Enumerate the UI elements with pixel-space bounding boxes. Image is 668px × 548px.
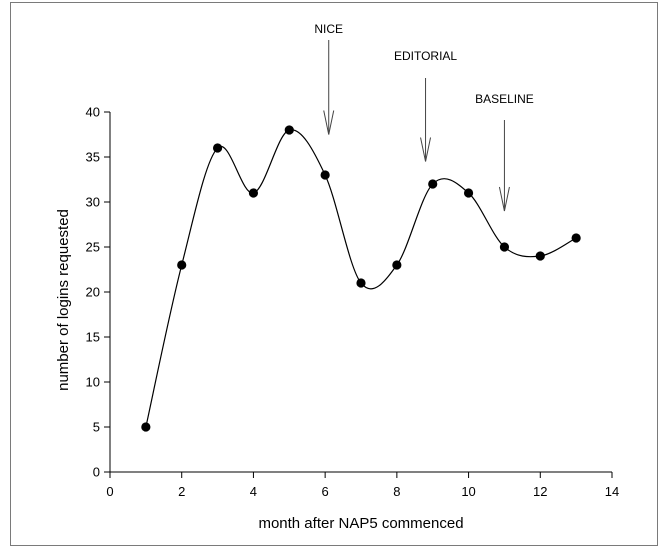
x-tick-label: 8 [393,484,400,499]
arrow-head [420,137,432,162]
x-tick-label: 14 [605,484,619,499]
annotation-label: NICE [314,22,343,36]
y-tick-label: 0 [93,465,100,480]
data-point [571,233,581,243]
x-tick-label: 12 [533,484,547,499]
chart-frame [10,2,658,546]
y-tick-label: 15 [86,330,100,345]
annotation-label: BASELINE [475,92,534,106]
data-point [212,143,223,153]
series-line [145,129,577,428]
x-tick-label: 10 [461,484,475,499]
x-ticks: 0 2 4 6 8 10 12 14 [106,472,619,499]
annotation-baseline: BASELINE [475,92,534,212]
data-point [320,170,330,180]
y-tick-label: 5 [93,420,100,435]
data-point [499,242,510,252]
data-point [141,422,151,432]
y-axis-title: number of logins requested [55,209,72,391]
x-tick-label: 4 [250,484,257,499]
x-tick-label: 2 [178,484,185,499]
x-axis-title: month after NAP5 commenced [258,515,463,532]
data-points [141,125,581,432]
axes: 0 2 4 6 8 10 12 14 0 5 10 15 20 25 30 35 40 [86,105,620,500]
annotations: NICE EDITORIAL BASELINE [314,22,534,212]
annotation-nice: NICE [314,22,343,135]
x-tick-label: 6 [322,484,329,499]
y-tick-label: 20 [86,285,100,300]
data-point [356,278,366,288]
arrow-head [323,110,335,135]
y-tick-label: 25 [86,240,100,255]
y-tick-label: 30 [86,195,100,210]
y-tick-label: 10 [86,375,100,390]
annotation-label: EDITORIAL [394,49,457,63]
data-point [428,179,438,189]
annotation-editorial: EDITORIAL [394,49,457,162]
data-point [248,188,259,198]
y-tick-label: 40 [86,105,100,120]
y-ticks: 0 5 10 15 20 25 30 35 40 [86,105,110,480]
data-point [463,188,474,198]
data-point [535,251,545,261]
arrow-head [498,186,510,212]
y-tick-label: 35 [86,150,100,165]
x-tick-label: 0 [106,484,113,499]
data-point [392,260,402,270]
data-point [177,260,187,270]
data-point [284,125,294,135]
